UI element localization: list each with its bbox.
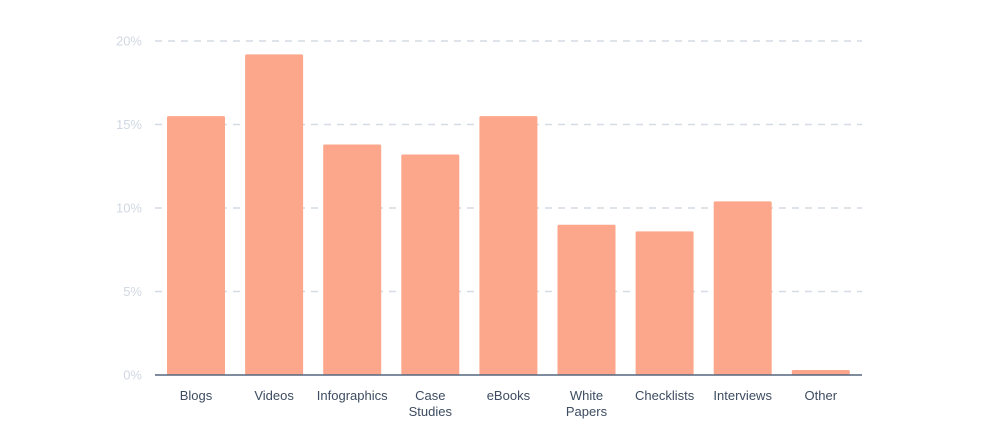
bar-other <box>791 369 850 375</box>
x-tick-label: Other <box>805 388 838 403</box>
y-tick-label: 10% <box>116 201 142 216</box>
bar-interviews <box>713 201 772 375</box>
bar-infographics <box>323 144 382 375</box>
x-tick-label: eBooks <box>487 388 531 403</box>
x-tick-label: Videos <box>254 388 294 403</box>
bar-blogs <box>167 116 225 376</box>
y-tick-label: 20% <box>116 34 142 49</box>
x-tick-label: Interviews <box>713 388 772 403</box>
bars <box>167 54 850 376</box>
x-tick-label: Blogs <box>180 388 213 403</box>
x-tick-label: Case Studies <box>409 388 453 419</box>
x-tick-label: White Papers <box>566 388 608 419</box>
x-tick-label: Checklists <box>635 388 695 403</box>
bar-ebooks <box>479 116 538 376</box>
bar-white-papers <box>557 224 616 375</box>
bar-checklists <box>635 231 694 375</box>
y-tick-label: 5% <box>123 284 142 299</box>
y-tick-label: 0% <box>123 368 142 383</box>
y-tick-label: 15% <box>116 117 142 132</box>
bar-videos <box>245 54 304 376</box>
x-tick-label: Infographics <box>317 388 388 403</box>
bar-case-studies <box>401 154 460 375</box>
axes: 0% 5% 10% 15% 20% Blogs Videos Infographics Case… <box>116 34 862 419</box>
